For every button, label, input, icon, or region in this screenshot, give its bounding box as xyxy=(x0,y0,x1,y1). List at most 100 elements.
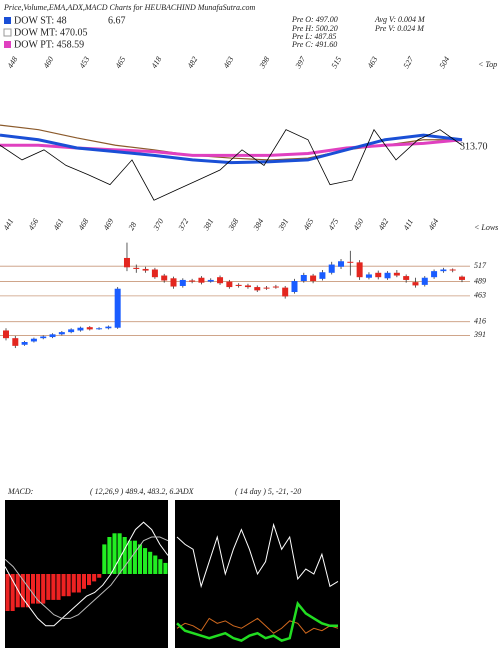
macd-params: ( 12,26,9 ) 489.4, 483.2, 6.2 xyxy=(90,487,179,496)
series-line xyxy=(4,521,169,627)
histogram-bar xyxy=(112,533,117,574)
info: Avg V: 0.004 M xyxy=(374,15,426,24)
candle-body xyxy=(328,264,335,273)
series-line xyxy=(176,600,338,642)
series-line xyxy=(4,536,169,619)
marker: < Top xyxy=(478,60,497,69)
histogram-bar xyxy=(20,574,25,608)
candle-body xyxy=(198,277,205,283)
candle-body xyxy=(161,275,168,281)
candle-body xyxy=(272,286,279,288)
histogram-bar xyxy=(30,574,36,604)
legend-entry: DOW ST: 48 xyxy=(14,15,67,26)
candle-body xyxy=(151,269,158,278)
y-tick-label: 391 xyxy=(473,330,486,339)
histogram-bar xyxy=(46,574,51,600)
histogram-bar xyxy=(153,555,158,574)
candle-body xyxy=(347,261,354,263)
legend-swatch xyxy=(3,28,12,37)
candle-body xyxy=(77,327,84,331)
title: Price,Volume,EMA,ADX,MACD Charts for HEU… xyxy=(3,3,256,12)
info: Pre O: 497.00 xyxy=(291,15,338,24)
legend-swatch xyxy=(4,41,11,48)
series-line xyxy=(176,617,339,634)
low-label: 28 xyxy=(127,220,139,231)
series-line xyxy=(0,133,463,165)
candle-body xyxy=(189,280,196,282)
candle-body xyxy=(412,282,419,286)
candle-body xyxy=(142,268,149,271)
candle-body xyxy=(49,334,56,338)
y-tick-label: 416 xyxy=(474,317,486,326)
histogram-bar xyxy=(143,548,148,574)
histogram-bar xyxy=(87,574,92,586)
histogram-bar xyxy=(71,574,76,593)
series-line xyxy=(176,522,339,589)
info: Pre L: 487.85 xyxy=(291,32,336,41)
histogram-bar xyxy=(81,574,86,589)
histogram-bar xyxy=(97,574,102,578)
candle-body xyxy=(365,274,372,278)
marker: < Lows xyxy=(474,223,498,232)
histogram-bar xyxy=(36,574,41,604)
candle-body xyxy=(375,272,382,278)
adx-params: ( 14 day ) 5, -21, -20 xyxy=(235,487,301,496)
histogram-bar xyxy=(10,574,15,611)
candle-body xyxy=(217,277,224,284)
histogram-bar xyxy=(25,574,30,608)
candle-body xyxy=(68,329,75,333)
histogram-bar xyxy=(117,533,122,574)
histogram-bar xyxy=(76,574,81,593)
y-tick-label: 489 xyxy=(474,276,486,285)
legend-entry: DOW PT: 458.59 xyxy=(14,39,84,50)
y-tick-label: 517 xyxy=(474,261,487,270)
histogram-bar xyxy=(102,544,107,574)
candle-body xyxy=(96,328,103,330)
candle-body xyxy=(282,287,289,297)
histogram-bar xyxy=(163,562,168,574)
histogram-bar xyxy=(51,574,56,600)
candle-body xyxy=(291,281,298,293)
candle-body xyxy=(105,326,112,329)
candle-body xyxy=(58,332,65,335)
candle-body xyxy=(356,262,363,278)
info: Pre V: 0.024 M xyxy=(374,24,425,33)
candle-body xyxy=(310,275,317,282)
candle-body xyxy=(319,272,326,279)
histogram-bar xyxy=(92,574,97,582)
legend-entry: DOW MT: 470.05 xyxy=(14,27,87,38)
candle-body xyxy=(179,279,186,286)
candle-body xyxy=(133,267,140,269)
candle-body xyxy=(384,272,391,279)
candle-body xyxy=(254,287,261,291)
candle-body xyxy=(393,272,400,276)
candle-body xyxy=(263,287,270,289)
candle-body xyxy=(235,284,242,286)
histogram-bar xyxy=(56,574,61,600)
histogram-bar xyxy=(127,540,132,574)
candle-body xyxy=(459,276,465,280)
candle-body xyxy=(170,278,177,287)
info: Pre C: 491.60 xyxy=(291,40,337,49)
y-tick-label: 463 xyxy=(474,291,486,300)
ema-value: 313.70 xyxy=(460,141,488,152)
candle-body xyxy=(30,338,37,342)
legend-extra: 6.67 xyxy=(108,15,126,26)
histogram-bar xyxy=(132,540,137,574)
candle-body xyxy=(244,285,251,288)
histogram-bar xyxy=(137,544,143,574)
candle-body xyxy=(449,269,456,271)
histogram-bar xyxy=(122,537,127,574)
candle-body xyxy=(440,269,447,272)
candle-body xyxy=(421,277,428,285)
histogram-bar xyxy=(148,551,153,574)
histogram-bar xyxy=(158,559,163,574)
candle-body xyxy=(403,276,410,280)
candle-body xyxy=(226,281,233,288)
histogram-bar xyxy=(41,574,46,604)
candle-body xyxy=(207,279,214,282)
candle-body xyxy=(3,330,9,339)
candle-body xyxy=(86,327,93,330)
